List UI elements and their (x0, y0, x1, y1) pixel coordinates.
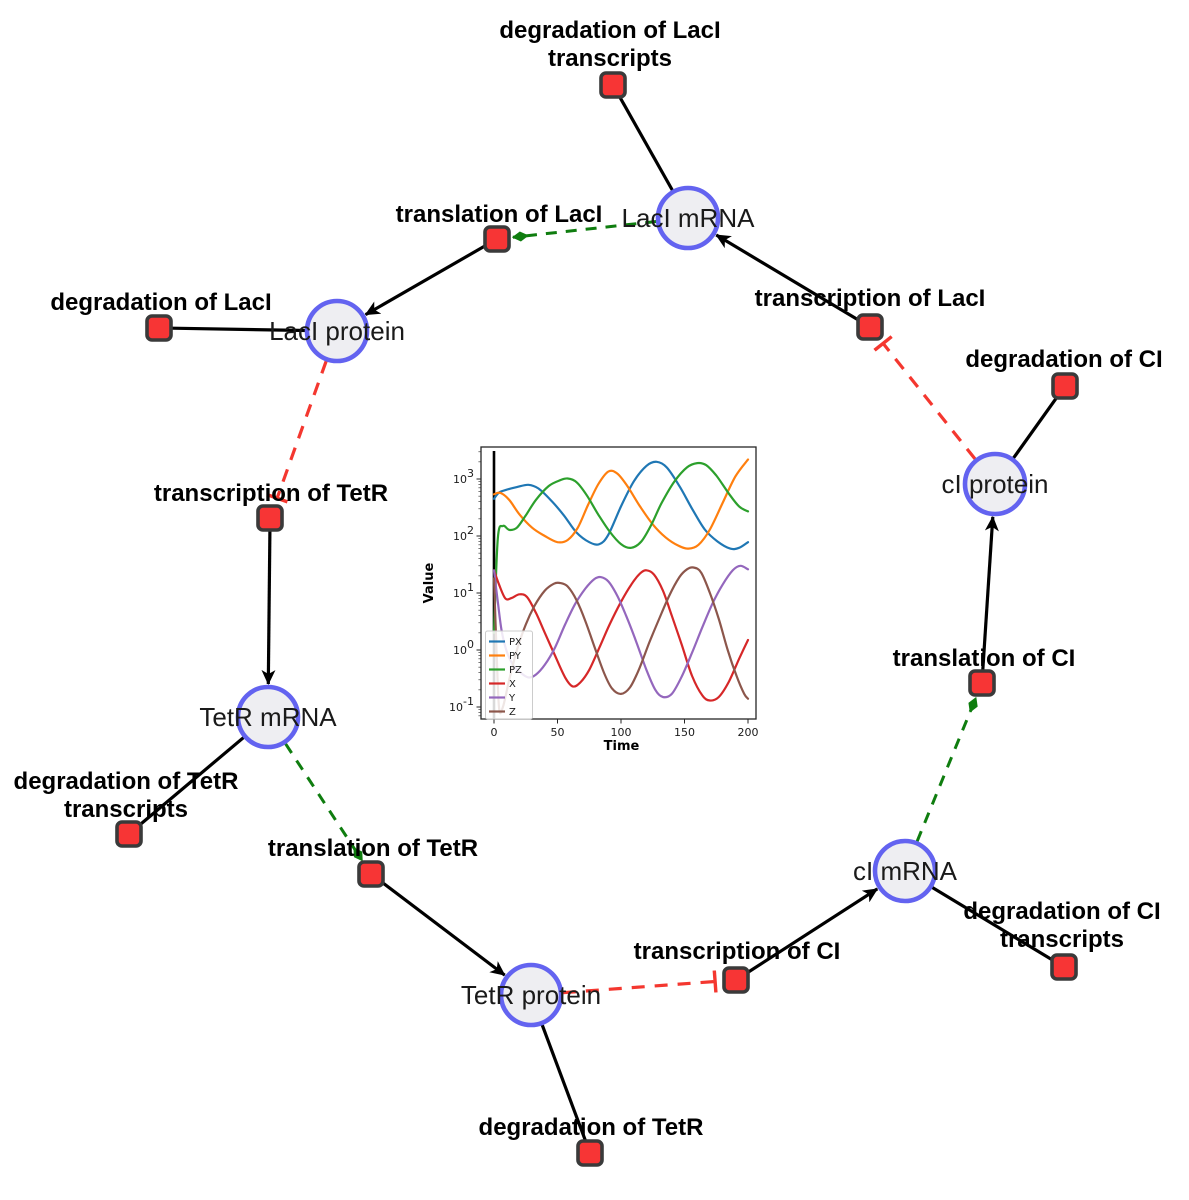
species-node-tetr_mrna (235, 684, 301, 750)
reaction-node-deg_laci_tx (599, 71, 627, 99)
reaction-label-transl_laci: translation of LacI (396, 201, 603, 228)
species-label-laci_mrna: LacI mRNA (622, 203, 756, 233)
species-label-laci_protein: LacI protein (269, 316, 405, 346)
edge-production-transl_tetr-to-tetr_protein (380, 880, 506, 977)
species-label-ci_mrna: cI mRNA (853, 856, 958, 886)
edges-layer (137, 95, 1059, 1142)
x-tick-label-50: 50 (551, 726, 565, 739)
y-tick-label-1e0: 100 (453, 638, 474, 657)
edge-consumption-laci_mrna-to-deg_laci_tx (618, 95, 675, 193)
edge-production-transcr_tetr-to-tetr_mrna (261, 530, 276, 685)
edge-modifier-ci_mrna-to-transl_ci (915, 696, 978, 842)
reaction-node-transcr_ci (722, 966, 750, 994)
x-axis-label: Time (604, 739, 640, 754)
species-label-tetr_mrna: TetR mRNA (199, 702, 337, 732)
reaction-label-transcr_ci: transcription of CI (634, 938, 841, 965)
nodes-layer (115, 71, 1079, 1167)
edge-production-transcr_ci-to-ci_mrna (746, 887, 879, 975)
y-tick-label-1e3: 103 (453, 467, 474, 486)
inset-chart: 10-1 100 101 102 103 0 50 100 150 200 Time Value PX P… (422, 446, 759, 754)
legend-label-PZ: PZ (509, 665, 522, 676)
reaction-node-transl_tetr (357, 860, 385, 888)
species-node-ci_mrna (872, 838, 938, 904)
reaction-node-deg_laci (145, 314, 173, 342)
reaction-label-deg_tetr: degradation of TetR (479, 1114, 704, 1141)
reaction-node-deg_ci (1051, 372, 1079, 400)
edge-consumption-ci_protein-to-deg_ci (1011, 395, 1059, 461)
x-tick-label-100: 100 (611, 726, 632, 739)
edge-inhibition-laci_protein-to-transcr_tetr (266, 360, 328, 504)
species-label-tetr_protein: TetR protein (461, 980, 601, 1010)
x-tick-label-200: 200 (738, 726, 759, 739)
reaction-label-deg_laci: degradation of LacI (50, 289, 271, 316)
y-tick-label-1e1: 101 (453, 581, 474, 600)
species-node-tetr_protein (498, 962, 564, 1028)
edge-production-transl_laci-to-laci_protein (364, 244, 487, 316)
y-tick-label-1e-1: 10-1 (449, 695, 474, 714)
edge-consumption-laci_protein-to-deg_laci (171, 326, 308, 333)
edge-consumption-ci_mrna-to-deg_ci_tx (929, 885, 1054, 962)
edge-production-transl_ci-to-ci_protein (981, 515, 999, 671)
reaction-label-transl_ci: translation of CI (893, 645, 1076, 672)
edge-production-transcr_laci-to-laci_mrna (715, 233, 860, 322)
reaction-label-deg_ci_tx-line2: transcripts (1000, 926, 1124, 953)
x-tick-label-0: 0 (491, 726, 498, 739)
species-label-ci_protein: cI protein (942, 469, 1049, 499)
legend-label-X: X (509, 679, 516, 690)
reaction-label-transcr_tetr: transcription of TetR (154, 480, 388, 507)
edge-modifier-tetr_mrna-to-transl_tetr (284, 742, 364, 862)
reaction-node-transcr_laci (856, 313, 884, 341)
species-node-ci_protein (962, 451, 1028, 517)
series-curve-PX (492, 460, 750, 551)
reaction-label-deg_ci: degradation of CI (965, 346, 1162, 373)
edge-inhibition-tetr_protein-to-transcr_ci (562, 970, 718, 995)
legend-label-PY: PY (509, 651, 522, 662)
y-axis-label: Value (422, 562, 437, 603)
y-tick-label-1e2: 102 (453, 524, 474, 543)
reaction-label-deg_laci_tx-line1: degradation of LacI (499, 17, 720, 44)
reaction-node-transl_laci (483, 225, 511, 253)
edge-consumption-tetr_protein-to-deg_tetr (540, 1022, 587, 1142)
reaction-node-transcr_tetr (256, 504, 284, 532)
edge-modifier-laci_mrna-to-transl_laci (511, 220, 657, 242)
reaction-label-deg_ci_tx-line1: degradation of CI (963, 898, 1160, 925)
species-node-laci_mrna (655, 185, 721, 251)
edge-inhibition-ci_protein-to-transcr_laci (873, 335, 977, 460)
species-node-laci_protein (304, 298, 370, 364)
series-curve-PY (492, 458, 750, 550)
legend-label-Z: Z (509, 707, 516, 718)
reaction-label-deg_tetr_tx-line2: transcripts (64, 796, 188, 823)
reaction-node-deg_tetr_tx (115, 820, 143, 848)
x-tick-label-150: 150 (674, 726, 695, 739)
series-curve-PZ (492, 461, 750, 634)
reaction-label-deg_laci_tx-line2: transcripts (548, 45, 672, 72)
edge-consumption-tetr_mrna-to-deg_tetr_tx (137, 735, 247, 827)
reaction-label-transcr_laci: transcription of LacI (755, 285, 986, 312)
legend-label-Y: Y (508, 693, 516, 704)
reaction-node-deg_tetr (576, 1139, 604, 1167)
reaction-node-transl_ci (968, 669, 996, 697)
labels-layer: degradation of LacItranscriptstranslatio… (14, 17, 1163, 1141)
legend-label-PX: PX (509, 637, 522, 648)
reaction-label-transl_tetr: translation of TetR (268, 835, 478, 862)
reaction-node-deg_ci_tx (1050, 953, 1078, 981)
series-curve-X (492, 569, 750, 702)
reaction-label-deg_tetr_tx-line1: degradation of TetR (14, 768, 239, 795)
